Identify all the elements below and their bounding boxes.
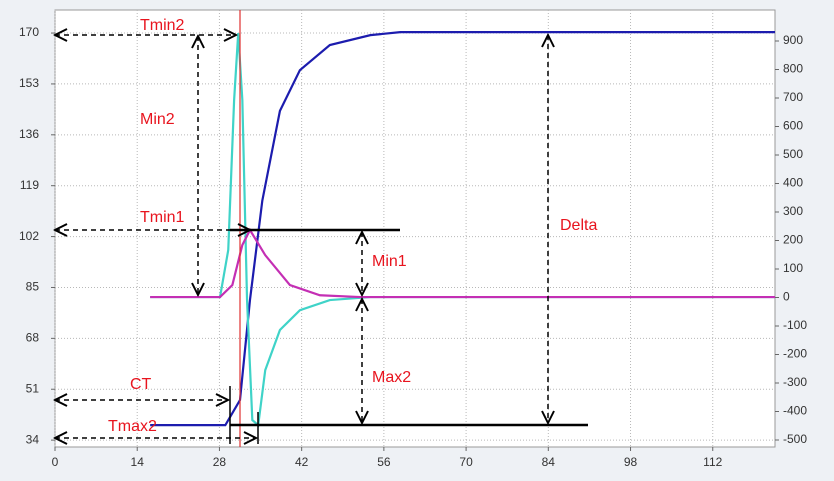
y2-tick-label: -100 — [783, 318, 807, 332]
x-tick-label: 14 — [131, 455, 145, 469]
y2-tick-label: 800 — [783, 62, 803, 76]
y2-tick-label: -400 — [783, 404, 807, 418]
y2-tick-label: -200 — [783, 347, 807, 361]
y2-tick-label: 900 — [783, 33, 803, 47]
y2-tick-label: 500 — [783, 147, 803, 161]
y-tick-label: 34 — [26, 432, 40, 446]
y-tick-label: 170 — [19, 25, 39, 39]
y2-tick-label: 400 — [783, 176, 803, 190]
x-tick-label: 0 — [52, 455, 59, 469]
annotation: Delta — [560, 217, 597, 234]
y-tick-label: 119 — [20, 178, 39, 192]
plot-area — [54, 9, 776, 448]
y2-tick-label: 0 — [783, 290, 790, 304]
y2-tick-label: 200 — [783, 233, 803, 247]
y-tick-label: 68 — [26, 331, 40, 345]
series-line — [150, 31, 775, 427]
x-tick-label: 28 — [213, 455, 227, 469]
y-tick-label: 51 — [26, 381, 40, 395]
x-tick-label: 98 — [624, 455, 638, 469]
y2-tick-label: 600 — [783, 119, 803, 133]
y-tick-label: 153 — [19, 76, 39, 90]
x-tick-label: 70 — [459, 455, 473, 469]
series-line — [150, 32, 775, 428]
annotation: Tmax2 — [108, 418, 157, 435]
y2-tick-label: -500 — [783, 432, 807, 446]
x-tick-label: 84 — [542, 455, 556, 469]
y2-tick-label: -300 — [783, 375, 807, 389]
annotation: Tmin1 — [140, 209, 185, 226]
y2-tick-label: 300 — [783, 204, 803, 218]
y2-tick-label: 100 — [783, 261, 803, 275]
y-tick-label: 136 — [19, 127, 39, 141]
arrows — [55, 35, 548, 438]
x-tick-label: 112 — [703, 455, 722, 469]
x-tick-label: 42 — [295, 455, 309, 469]
annotation: CT — [130, 376, 152, 393]
annotation: Min2 — [140, 111, 175, 128]
series-line — [150, 227, 775, 299]
annotation: Min1 — [372, 253, 407, 270]
y-tick-label: 85 — [26, 280, 40, 294]
y2-tick-label: 700 — [783, 90, 803, 104]
x-tick-label: 56 — [377, 455, 391, 469]
annotation: Tmin2 — [140, 17, 185, 34]
annotation: Max2 — [372, 369, 411, 386]
y-tick-label: 102 — [19, 229, 39, 243]
